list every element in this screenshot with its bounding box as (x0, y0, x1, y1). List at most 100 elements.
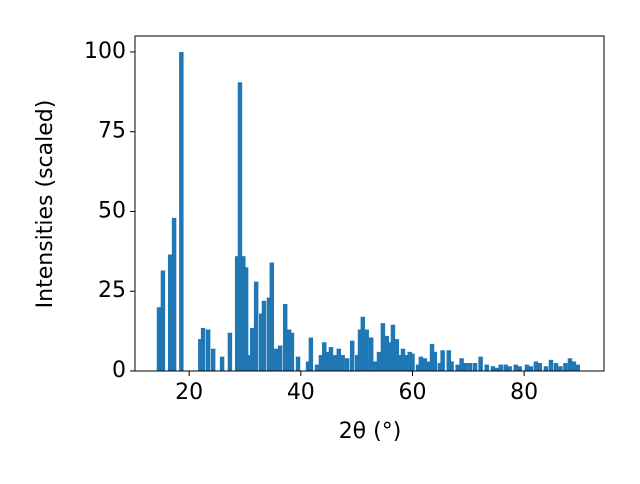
bar (198, 339, 203, 371)
bar (171, 217, 177, 371)
bar (490, 366, 496, 371)
bar (575, 364, 580, 371)
bar (563, 363, 568, 371)
bar (429, 343, 435, 371)
bar (167, 254, 173, 371)
y-tick-label: 75 (98, 119, 126, 144)
bar (543, 366, 549, 371)
bar (437, 363, 443, 371)
bar (498, 364, 503, 371)
bar (282, 304, 288, 371)
y-tick-label: 0 (112, 358, 126, 383)
bar (537, 363, 543, 371)
bar (455, 364, 460, 371)
bar (368, 337, 374, 371)
bar (274, 348, 279, 371)
bar (314, 364, 320, 371)
bar (179, 51, 184, 371)
bar (246, 355, 252, 371)
x-axis-label: 2θ (°) (339, 419, 402, 444)
x-tick-label: 60 (398, 380, 426, 405)
bar (234, 256, 240, 371)
bar (243, 267, 249, 371)
bar (407, 351, 412, 371)
y-axis-label: Intensities (scaled) (33, 100, 58, 309)
bar (404, 355, 410, 371)
bar (318, 355, 324, 371)
bar (571, 361, 577, 371)
bar (325, 351, 331, 371)
bar (548, 359, 554, 371)
y-tick-label: 100 (84, 39, 126, 64)
bar (503, 364, 508, 371)
bar (328, 347, 334, 371)
bar (289, 332, 295, 371)
bar (478, 356, 483, 371)
bar (241, 256, 246, 371)
bar (494, 367, 500, 371)
bar (253, 281, 259, 371)
bar (308, 337, 314, 371)
bar (387, 342, 393, 371)
bar (380, 323, 386, 371)
bar (558, 366, 563, 371)
bar (400, 348, 406, 371)
bar (484, 364, 489, 371)
bar (467, 363, 473, 371)
bar (432, 351, 438, 371)
bar (266, 297, 272, 371)
bar (349, 340, 355, 371)
bar (261, 300, 267, 371)
bar (250, 327, 255, 371)
bar (446, 350, 452, 371)
bar (295, 356, 301, 371)
bar (305, 361, 311, 371)
bar (459, 358, 464, 371)
bar (219, 356, 225, 371)
bar (394, 339, 400, 371)
axes-frame (134, 35, 605, 372)
x-tick-label: 40 (287, 380, 315, 405)
plot-area (156, 51, 580, 371)
bar (410, 353, 415, 371)
bar (277, 345, 283, 371)
bar (463, 363, 468, 371)
bar (425, 361, 431, 371)
bar (390, 324, 396, 371)
bar (340, 355, 345, 371)
bar (524, 364, 530, 371)
x-tick-label: 80 (510, 380, 538, 405)
bar (372, 361, 378, 371)
bar (376, 351, 382, 371)
bar (227, 332, 233, 371)
bar (507, 366, 512, 371)
bar (205, 329, 211, 371)
bar (440, 350, 445, 371)
x-tick-label: 20 (175, 380, 203, 405)
bar (472, 363, 478, 371)
bar (384, 335, 390, 371)
bar (422, 358, 428, 371)
bar (360, 316, 366, 371)
bar (533, 361, 539, 371)
bar (332, 355, 338, 371)
bar (449, 361, 454, 371)
bar (269, 262, 275, 371)
bar (357, 329, 363, 371)
bar (237, 82, 243, 371)
bar (553, 363, 559, 371)
bar (354, 355, 360, 371)
bar (200, 327, 206, 371)
bar (415, 364, 421, 371)
y-tick-label: 50 (98, 198, 126, 223)
bar (418, 356, 424, 371)
bar (258, 313, 264, 371)
bar (364, 329, 369, 371)
bar (344, 358, 350, 371)
y-tick-label: 25 (98, 278, 126, 303)
bar (517, 366, 522, 371)
bar (397, 355, 402, 371)
bar (513, 364, 519, 371)
